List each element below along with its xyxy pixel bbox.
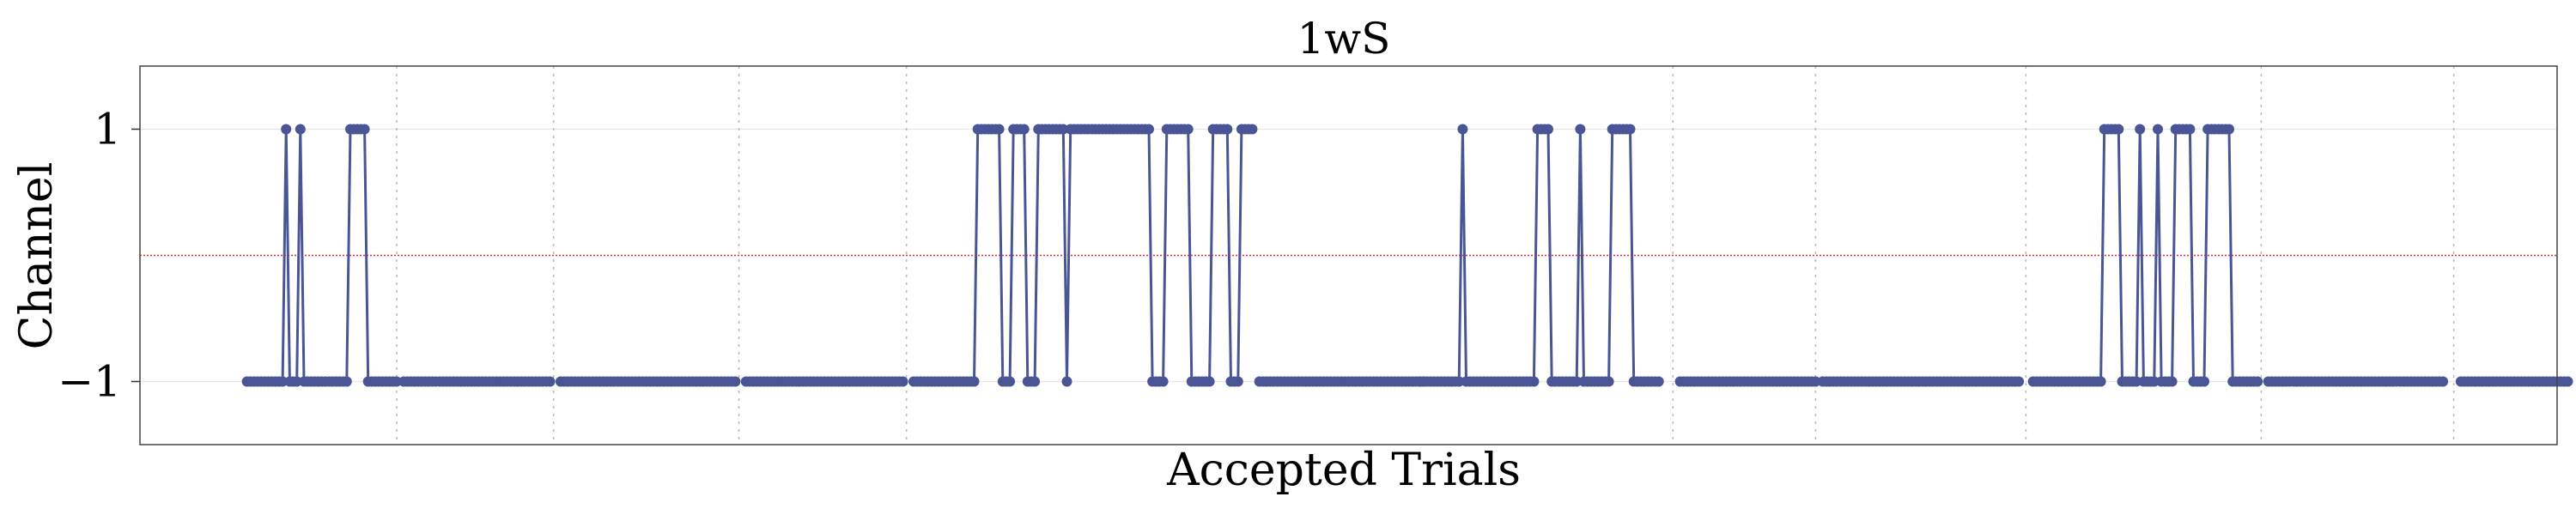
plot-area — [139, 65, 2573, 445]
data-point — [1061, 376, 1072, 387]
y-axis-label: Channel — [11, 162, 63, 350]
data-point — [2014, 376, 2025, 387]
data-point — [2153, 124, 2163, 135]
data-point — [2224, 124, 2234, 135]
data-point — [2131, 376, 2142, 387]
data-point — [1575, 124, 1586, 135]
data-point — [993, 124, 1005, 135]
session-boundaries — [396, 66, 2455, 445]
data-point — [1571, 376, 1583, 387]
data-point — [2148, 376, 2160, 387]
data-point — [1157, 376, 1169, 387]
data-point — [1030, 376, 1041, 387]
data-point — [1182, 124, 1194, 135]
data-point — [1222, 124, 1233, 135]
data-point — [2184, 124, 2196, 135]
data-point — [1543, 124, 1553, 135]
chart-title: 1wS — [1297, 14, 1391, 64]
data-point — [1603, 376, 1614, 387]
data-point — [969, 376, 980, 387]
data-point — [295, 124, 306, 135]
data-point — [1625, 124, 1636, 135]
x-axis-label: Accepted Trials — [1166, 445, 1521, 496]
data-point — [391, 376, 402, 387]
y-axis-ticks: 1 −1 — [58, 105, 140, 407]
data-point — [1457, 124, 1468, 135]
data-point — [2252, 376, 2263, 387]
series-channel — [241, 124, 2573, 387]
y-tick-label-1: −1 — [58, 357, 121, 407]
data-point — [544, 376, 556, 387]
data-point — [1018, 124, 1030, 135]
data-point — [1653, 376, 1664, 387]
data-point — [291, 376, 302, 387]
data-point — [2135, 124, 2146, 135]
data-point — [277, 376, 289, 387]
data-point — [1204, 376, 1215, 387]
data-point — [2113, 124, 2124, 135]
data-point — [730, 376, 741, 387]
data-point — [1232, 376, 1243, 387]
data-point — [2199, 376, 2209, 387]
data-point — [1144, 124, 1154, 135]
data-point — [281, 124, 292, 135]
data-point — [2095, 376, 2106, 387]
data-point — [897, 376, 908, 387]
data-point — [1454, 376, 1465, 387]
data-point — [1247, 124, 1258, 135]
data-point — [2562, 376, 2573, 387]
data-point — [341, 376, 352, 387]
data-point — [1058, 124, 1069, 135]
data-point — [2438, 376, 2449, 387]
data-point — [1528, 376, 1540, 387]
y-tick-label-0: 1 — [94, 105, 121, 154]
data-point — [1005, 376, 1016, 387]
data-point — [359, 124, 370, 135]
plot-frame — [139, 65, 2558, 445]
data-point — [2166, 376, 2178, 387]
data-point — [1810, 376, 1821, 387]
